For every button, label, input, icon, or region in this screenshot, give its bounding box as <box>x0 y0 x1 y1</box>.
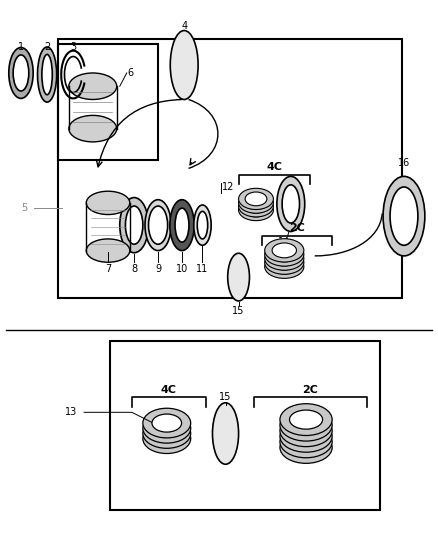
Ellipse shape <box>280 409 332 441</box>
Ellipse shape <box>86 239 130 262</box>
Ellipse shape <box>280 421 332 452</box>
Ellipse shape <box>280 426 332 458</box>
Ellipse shape <box>383 176 425 256</box>
Text: 7: 7 <box>105 264 111 274</box>
Text: 6: 6 <box>127 68 134 78</box>
Ellipse shape <box>272 251 297 266</box>
Ellipse shape <box>148 206 168 244</box>
Ellipse shape <box>194 205 211 245</box>
Ellipse shape <box>125 206 143 244</box>
Ellipse shape <box>245 196 267 209</box>
Ellipse shape <box>152 430 182 448</box>
Ellipse shape <box>170 200 194 251</box>
Ellipse shape <box>42 54 52 95</box>
Text: 2C: 2C <box>289 223 305 233</box>
Text: 9: 9 <box>155 264 161 274</box>
Ellipse shape <box>265 255 304 278</box>
Ellipse shape <box>239 199 273 221</box>
Ellipse shape <box>290 427 322 446</box>
Text: 2C: 2C <box>303 385 318 395</box>
Ellipse shape <box>143 408 191 438</box>
Ellipse shape <box>265 251 304 274</box>
Text: 8: 8 <box>131 264 137 274</box>
Bar <box>110 341 380 511</box>
Ellipse shape <box>277 176 305 231</box>
Text: 15: 15 <box>219 392 232 402</box>
Ellipse shape <box>239 188 273 209</box>
Ellipse shape <box>272 243 297 258</box>
Text: 4: 4 <box>181 21 187 30</box>
Ellipse shape <box>145 200 171 251</box>
Ellipse shape <box>13 55 29 91</box>
Ellipse shape <box>197 212 208 239</box>
Ellipse shape <box>170 30 198 100</box>
Text: 5: 5 <box>21 203 27 213</box>
Ellipse shape <box>265 243 304 266</box>
Text: 11: 11 <box>196 264 208 274</box>
Ellipse shape <box>239 192 273 213</box>
Text: 4C: 4C <box>161 385 177 395</box>
Ellipse shape <box>272 259 297 274</box>
Text: 3: 3 <box>70 42 76 52</box>
Ellipse shape <box>265 239 304 262</box>
Ellipse shape <box>290 421 322 440</box>
Text: 15: 15 <box>233 306 245 316</box>
Bar <box>58 44 158 160</box>
Ellipse shape <box>280 432 332 463</box>
Ellipse shape <box>272 255 297 270</box>
Ellipse shape <box>143 414 191 443</box>
Text: 12: 12 <box>222 182 234 192</box>
Text: 13: 13 <box>65 407 77 417</box>
Ellipse shape <box>290 410 322 429</box>
Text: 4C: 4C <box>266 162 283 172</box>
Ellipse shape <box>290 416 322 435</box>
Ellipse shape <box>290 432 322 451</box>
Ellipse shape <box>280 403 332 435</box>
Ellipse shape <box>9 47 33 99</box>
Text: 2: 2 <box>44 42 50 52</box>
Ellipse shape <box>152 414 182 432</box>
Ellipse shape <box>290 438 322 457</box>
Ellipse shape <box>245 203 267 217</box>
Text: 10: 10 <box>176 264 188 274</box>
Ellipse shape <box>86 191 130 215</box>
Ellipse shape <box>280 415 332 447</box>
Bar <box>58 38 402 298</box>
Ellipse shape <box>265 247 304 270</box>
Ellipse shape <box>120 198 148 253</box>
Ellipse shape <box>143 418 191 448</box>
Ellipse shape <box>69 73 117 100</box>
Ellipse shape <box>282 185 300 223</box>
Ellipse shape <box>390 187 418 245</box>
Ellipse shape <box>152 419 182 437</box>
Ellipse shape <box>245 192 267 206</box>
Ellipse shape <box>38 47 57 102</box>
Text: 1: 1 <box>18 42 24 52</box>
Ellipse shape <box>152 424 182 442</box>
Ellipse shape <box>245 199 267 213</box>
Ellipse shape <box>228 253 250 301</box>
Text: 14: 14 <box>278 237 290 247</box>
Ellipse shape <box>212 403 239 464</box>
Text: 16: 16 <box>398 158 410 168</box>
Ellipse shape <box>272 247 297 262</box>
Ellipse shape <box>175 208 189 242</box>
Ellipse shape <box>143 424 191 454</box>
Ellipse shape <box>239 196 273 217</box>
Ellipse shape <box>69 115 117 142</box>
